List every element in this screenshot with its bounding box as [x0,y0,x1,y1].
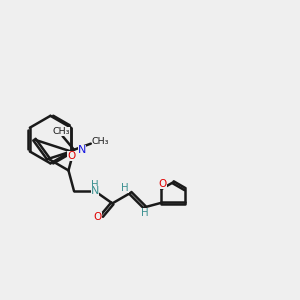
Text: O: O [94,212,102,222]
Text: H: H [121,183,129,193]
Text: N: N [78,145,86,155]
Text: CH₃: CH₃ [92,137,109,146]
Text: H: H [141,208,148,218]
Text: O: O [159,179,167,189]
Text: O: O [67,151,75,161]
Text: N: N [91,186,99,197]
Text: CH₃: CH₃ [53,127,70,136]
Text: H: H [91,180,99,190]
